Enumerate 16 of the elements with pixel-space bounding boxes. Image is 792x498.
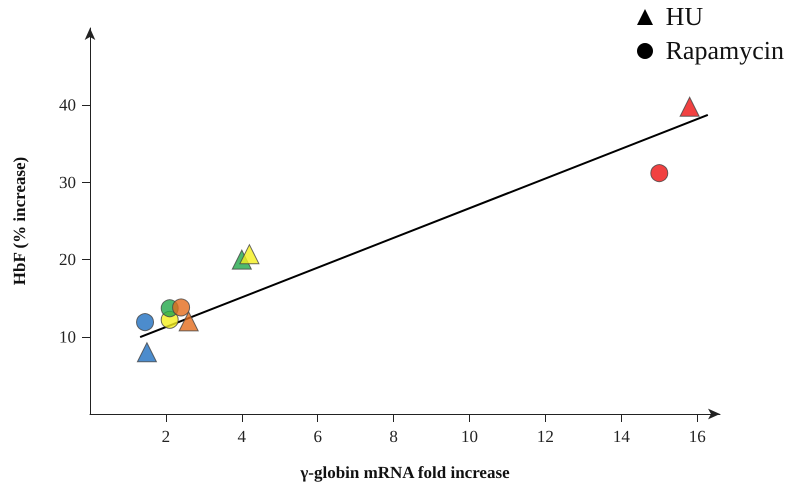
y-tick-label: 20 [59,250,76,270]
x-tick-label: 10 [461,427,478,446]
x-tick-label: 2 [162,427,170,446]
x-tick-label: 4 [238,427,247,446]
x-tick-label: 12 [536,427,554,446]
x-tick-label: 6 [313,427,322,446]
y-tick-label: 40 [59,96,76,115]
text: Rapamycin [666,35,784,67]
x-axis-title: γ-globin mRNA fold increase [299,463,510,482]
text: HU [666,1,704,33]
x-tick-label: 16 [688,427,706,446]
y-tick-label: 10 [59,327,76,346]
x-tick-label: 8 [389,427,398,446]
y-axis-title: HbF (% increase) [10,156,29,286]
x-tick-label: 14 [612,427,630,446]
y-tick-label: 30 [59,172,76,192]
